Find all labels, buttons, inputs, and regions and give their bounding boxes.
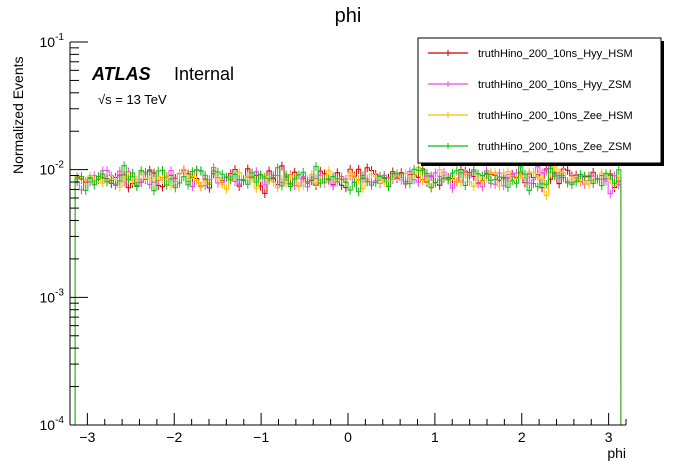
legend-label: truthHino_200_10ns_Zee_ZSM bbox=[478, 141, 631, 153]
legend-item: truthHino_200_10ns_Hyy_ZSM bbox=[428, 79, 631, 91]
atlas-status: Internal bbox=[174, 64, 234, 84]
legend-box bbox=[417, 37, 662, 164]
x-tick-label: 2 bbox=[518, 429, 526, 445]
x-tick-label: 1 bbox=[431, 429, 439, 445]
series-layer bbox=[74, 161, 622, 426]
legend-label: truthHino_200_10ns_Zee_HSM bbox=[478, 110, 633, 122]
x-tick-label: 0 bbox=[344, 429, 352, 445]
x-tick-label: −3 bbox=[79, 429, 95, 445]
chart-title: phi bbox=[335, 5, 362, 27]
x-tick-label: −2 bbox=[166, 429, 182, 445]
energy-label: √s = 13 TeV bbox=[98, 92, 167, 107]
atlas-label: ATLAS bbox=[91, 64, 151, 84]
series-truthHino_200_10ns_Zee_HSM bbox=[74, 162, 622, 426]
series-truthHino_200_10ns_Zee_ZSM bbox=[74, 161, 622, 426]
legend-item: truthHino_200_10ns_Zee_HSM bbox=[428, 110, 633, 122]
legend-item: truthHino_200_10ns_Zee_ZSM bbox=[428, 141, 631, 153]
y-tick-label: 10-1 bbox=[40, 32, 65, 50]
x-tick-label: 3 bbox=[605, 429, 613, 445]
x-axis-label: phi bbox=[607, 445, 626, 461]
series-truthHino_200_10ns_Hyy_ZSM bbox=[74, 162, 622, 426]
y-tick-label: 10-4 bbox=[40, 415, 65, 433]
legend: truthHino_200_10ns_Hyy_HSM truthHino_200_… bbox=[417, 37, 664, 166]
legend-label: truthHino_200_10ns_Hyy_HSM bbox=[478, 48, 633, 60]
series-line bbox=[74, 165, 622, 426]
legend-item: truthHino_200_10ns_Hyy_HSM bbox=[428, 48, 633, 60]
x-tick-label: −1 bbox=[253, 429, 269, 445]
series-line bbox=[74, 165, 622, 426]
y-axis-label: Normalized Events bbox=[10, 57, 26, 175]
y-tick-label: 10-3 bbox=[40, 287, 65, 305]
ticks-layer: −3 −2 −1 0 1 2 3 10-4 10-3 10-2 10-1 bbox=[40, 32, 627, 445]
y-tick-label: 10-2 bbox=[40, 160, 65, 178]
legend-label: truthHino_200_10ns_Hyy_ZSM bbox=[478, 79, 631, 91]
series-truthHino_200_10ns_Hyy_HSM bbox=[74, 161, 622, 426]
series-line bbox=[74, 166, 622, 426]
series-line bbox=[74, 166, 622, 426]
